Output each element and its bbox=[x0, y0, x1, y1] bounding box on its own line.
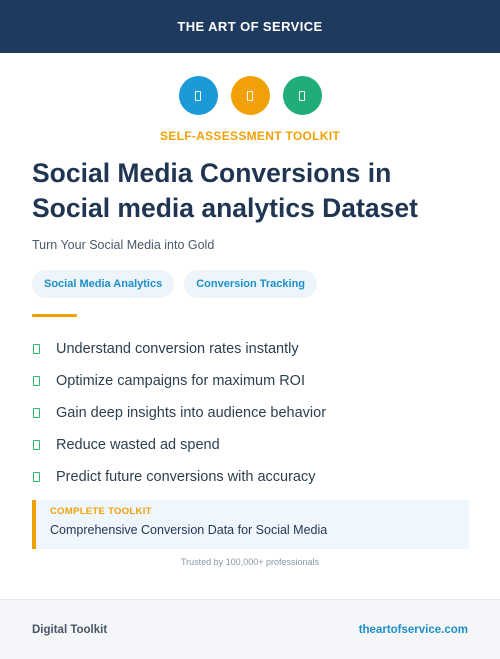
check-icon bbox=[33, 376, 40, 386]
subtitle: Turn Your Social Media into Gold bbox=[32, 238, 215, 252]
footer-label: Digital Toolkit bbox=[32, 623, 108, 636]
callout-text: Comprehensive Conversion Data for Social… bbox=[50, 523, 328, 537]
feature-text: Understand conversion rates instantly bbox=[56, 341, 299, 357]
page-title: Social Media Conversions in Social media… bbox=[32, 156, 472, 226]
feature-text: Reduce wasted ad spend bbox=[56, 437, 220, 453]
feature-text: Predict future conversions with accuracy bbox=[56, 469, 316, 485]
list-item: Optimize campaigns for maximum ROI bbox=[32, 365, 326, 397]
list-item: Gain deep insights into audience behavio… bbox=[32, 397, 326, 429]
feature-text: Gain deep insights into audience behavio… bbox=[56, 405, 327, 421]
title-line-1: Social Media Conversions in bbox=[32, 158, 392, 188]
icon-row bbox=[0, 76, 500, 115]
accent-divider bbox=[32, 314, 77, 317]
list-item: Predict future conversions with accuracy bbox=[32, 461, 326, 493]
tag-list: Social Media Analytics Conversion Tracki… bbox=[32, 270, 318, 298]
feature-list: Understand conversion rates instantly Op… bbox=[32, 333, 326, 493]
feature-text: Optimize campaigns for maximum ROI bbox=[56, 373, 305, 389]
trust-note: Trusted by 100,000+ professionals bbox=[180, 557, 319, 567]
document-icon bbox=[178, 76, 218, 115]
toolkit-kicker: SELF-ASSESSMENT TOOLKIT bbox=[159, 129, 341, 143]
tag-conversion-tracking: Conversion Tracking bbox=[184, 270, 318, 298]
document-icon bbox=[282, 76, 322, 115]
list-item: Understand conversion rates instantly bbox=[32, 333, 326, 365]
tag-social-media-analytics: Social Media Analytics bbox=[32, 270, 175, 298]
toolkit-callout: COMPLETE TOOLKIT Comprehensive Conversio… bbox=[32, 500, 469, 549]
footer: Digital Toolkit theartofservice.com bbox=[0, 599, 500, 659]
check-icon bbox=[33, 440, 40, 450]
callout-kicker: COMPLETE TOOLKIT bbox=[50, 506, 152, 517]
top-banner: THE ART OF SERVICE bbox=[0, 0, 500, 53]
check-icon bbox=[33, 472, 40, 482]
check-icon bbox=[33, 344, 40, 354]
title-line-2: Social media analytics Dataset bbox=[32, 193, 418, 223]
check-icon bbox=[33, 408, 40, 418]
website-link[interactable]: theartofservice.com bbox=[358, 623, 468, 636]
list-item: Reduce wasted ad spend bbox=[32, 429, 326, 461]
brand-name: THE ART OF SERVICE bbox=[177, 19, 323, 34]
document-icon bbox=[230, 76, 270, 115]
